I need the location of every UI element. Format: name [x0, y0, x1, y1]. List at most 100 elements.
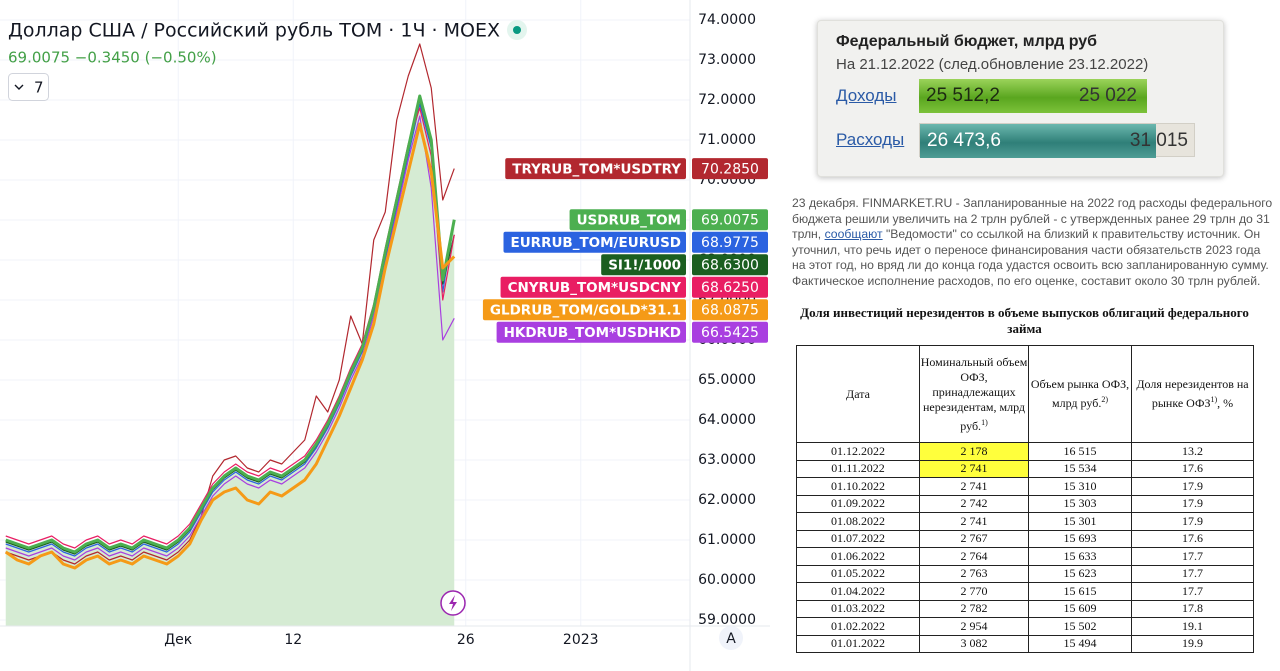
legend-label: USDRUB_TOM	[577, 213, 681, 229]
y-tick-label: 64.0000	[698, 412, 756, 428]
table-cell: 01.11.2022	[796, 459, 920, 478]
table-cell: 17.7	[1131, 564, 1254, 583]
y-tick-label: 63.0000	[698, 452, 756, 468]
legend-label: CNYRUB_TOM*USDCNY	[508, 280, 682, 296]
table-cell: 01.04.2022	[796, 582, 920, 601]
table-cell: 15 502	[1028, 617, 1132, 636]
column-header: Номинальный объем ОФЗ, принадлежащих нер…	[919, 345, 1029, 443]
table-cell: 15 534	[1028, 459, 1132, 478]
budget-plan: 25 022	[1078, 85, 1137, 106]
news-part: 23 декабря. FINMARKET.RU - Запланированн…	[792, 196, 1273, 242]
budget-actual: 26 473,6	[927, 130, 1001, 151]
table-cell: 17.9	[1131, 512, 1254, 531]
column-header: Объем рынка ОФЗ, млрд руб.2)	[1028, 345, 1132, 443]
price-badge	[692, 254, 768, 276]
badge-name-bg	[569, 209, 686, 231]
x-tick-label: 26	[457, 632, 475, 648]
legend-label: GLDRUB_TOM/GOLD*31.1	[490, 303, 681, 319]
budget-bar: 26 473,6 31 015	[919, 123, 1195, 158]
budget-widget: Федеральный бюджет, млрд руб На 21.12.20…	[817, 20, 1224, 177]
badge-name-bg	[601, 254, 686, 276]
table-cell: 01.12.2022	[796, 442, 920, 461]
legend-label: SI1!/1000	[608, 258, 681, 274]
x-tick-label: 12	[284, 632, 302, 648]
table-cell: 2 741	[919, 459, 1029, 478]
table-cell: 17.7	[1131, 582, 1254, 601]
table-cell: 01.05.2022	[796, 564, 920, 583]
legend-label: TRYRUB_TOM*USDTRY	[512, 162, 681, 178]
news-text: 23 декабря. FINMARKET.RU - Запланированн…	[792, 196, 1274, 290]
legend-label: HKDRUB_TOM*USDHKD	[504, 325, 681, 341]
y-tick-label: 71.0000	[698, 132, 756, 148]
x-tick-label: Дек	[164, 632, 192, 648]
legend-label: EURRUB_TOM/EURUSD	[511, 235, 682, 251]
area	[5, 96, 455, 626]
table-cell: 15 693	[1028, 529, 1132, 548]
price-badge	[692, 158, 768, 180]
y-tick-label: 73.0000	[698, 52, 756, 68]
table-cell: 19.9	[1131, 634, 1254, 653]
chart-title: Доллар США / Российский рубль TOM · 1Ч ·…	[8, 20, 500, 42]
auto-scale-button[interactable]	[719, 626, 743, 650]
table-cell: 17.8	[1131, 599, 1254, 618]
header-text: Дата	[846, 386, 870, 401]
y-tick-label: 74.0000	[698, 12, 756, 28]
news-link[interactable]: сообщают	[824, 227, 883, 242]
table-cell: 17.9	[1131, 494, 1254, 513]
badge-name-bg	[496, 321, 686, 343]
price-label: 68.6300	[701, 258, 759, 274]
quote: 69.0075 −0.3450 (−0.50%)	[8, 49, 217, 67]
table-cell: 15 633	[1028, 547, 1132, 566]
price-label: 69.0075	[701, 213, 759, 229]
table-row: 01.12.2022 2 178 16 515 13.2	[796, 442, 1254, 461]
price-label: 70.2850	[701, 162, 759, 178]
y-tick-label: 62.0000	[698, 492, 756, 508]
table-cell: 01.07.2022	[796, 529, 920, 548]
table-cell: 01.03.2022	[796, 599, 920, 618]
table-row: 01.11.2022 2 741 15 534 17.6	[796, 459, 1254, 478]
budget-link[interactable]: Расходы	[836, 130, 905, 149]
badge-name-bg	[503, 231, 686, 253]
price-badge	[692, 321, 768, 343]
budget-row: Доходы 25 512,2 25 022	[836, 79, 1196, 113]
budget-row: Расходы 26 473,6 31 015	[836, 123, 1196, 158]
table-cell: 16 515	[1028, 442, 1132, 461]
table-row: 01.08.2022 2 741 15 301 17.9	[796, 512, 1254, 531]
table-cell: 01.06.2022	[796, 547, 920, 566]
header-text: Номинальный объем ОФЗ, принадлежащих нер…	[920, 354, 1028, 433]
line	[4, 122, 456, 570]
budget-fill	[920, 124, 1156, 158]
auto-scale-label: A	[726, 631, 736, 647]
table-cell: 2 782	[919, 599, 1029, 618]
table-cell: 17.6	[1131, 459, 1254, 478]
indicator-count: 7	[34, 79, 44, 97]
table-header: Дата Номинальный объем ОФЗ, принадлежащих…	[796, 345, 1254, 443]
table-cell: 01.09.2022	[796, 494, 920, 513]
price-label: 68.0875	[701, 303, 759, 319]
column-header: Дата	[796, 345, 920, 443]
table-cell: 2 741	[919, 477, 1029, 496]
budget-link[interactable]: Доходы	[836, 86, 897, 105]
table-cell: 15 494	[1028, 634, 1132, 653]
table-cell: 01.02.2022	[796, 617, 920, 636]
footnote-mark: 1)	[1210, 395, 1218, 404]
indicators-toggle[interactable]	[8, 73, 49, 101]
table-cell: 2 741	[919, 512, 1029, 531]
badge-name-bg	[505, 158, 686, 180]
table-cell: 2 770	[919, 582, 1029, 601]
table-cell: 19.1	[1131, 617, 1254, 636]
table-row: 01.03.2022 2 782 15 609 17.8	[796, 599, 1254, 618]
table-cell: 2 763	[919, 564, 1029, 583]
table-cell: 01.01.2022	[796, 634, 920, 653]
table-cell: 17.7	[1131, 547, 1254, 566]
header-text: , %	[1217, 396, 1234, 410]
table-cell: 2 764	[919, 547, 1029, 566]
footnote-mark: 1)	[981, 417, 988, 427]
table-cell: 2 954	[919, 617, 1029, 636]
table-cell: 3 082	[919, 634, 1029, 653]
news-part: "Ведомости" со ссылкой на близкий к прав…	[792, 227, 1269, 288]
header-text: Доля нерезидентов на рынке ОФЗ	[1136, 377, 1249, 410]
price-badge	[692, 276, 768, 298]
table-cell: 01.10.2022	[796, 477, 920, 496]
